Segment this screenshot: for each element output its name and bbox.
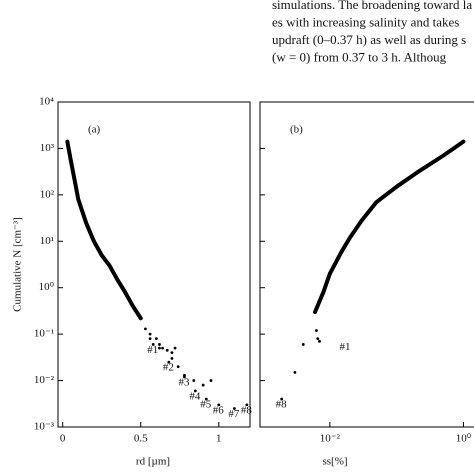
data-point <box>318 339 321 343</box>
x-tick-label: 10⁰ <box>456 433 472 445</box>
data-point <box>139 316 143 320</box>
x-axis-label: rd [µm] <box>136 456 170 468</box>
data-point <box>301 343 305 346</box>
x-tick-label: 1 <box>216 433 222 445</box>
series-label: #8 <box>241 404 253 416</box>
data-point <box>144 327 147 331</box>
data-point <box>201 383 205 387</box>
x-tick-label: 10⁻² <box>320 433 341 445</box>
plot-frame <box>57 101 251 428</box>
panel-label: (a) <box>88 124 101 136</box>
data-line <box>65 139 143 321</box>
data-point <box>183 373 186 377</box>
data-point <box>151 343 155 346</box>
data-point <box>167 360 171 364</box>
data-point <box>280 397 284 401</box>
x-axis-label: ss[%] <box>322 456 347 468</box>
data-point <box>313 310 317 314</box>
data-point <box>148 337 152 341</box>
paper-text: updraft (0–0.37 h) as well as during s <box>272 32 466 47</box>
data-point <box>245 403 249 407</box>
series-label: #6 <box>213 404 225 416</box>
paper-text: simulations. The broadening toward la <box>272 0 472 12</box>
series-label: #4 <box>189 390 201 402</box>
data-point <box>170 357 174 360</box>
y-tick-label: 10⁰ <box>39 281 55 293</box>
data-point <box>170 351 174 355</box>
y-tick-label: 10⁴ <box>39 96 54 108</box>
data-point <box>192 379 196 382</box>
data-point <box>165 348 169 352</box>
y-tick-label: 10² <box>40 188 55 200</box>
data-point <box>173 346 177 350</box>
paper-text: es with increasing salinity and takes <box>272 14 459 29</box>
series-label: #3 <box>178 376 190 388</box>
y-tick-label: 10³ <box>40 142 55 154</box>
data-line <box>313 139 466 314</box>
series-label: #1 <box>339 341 350 353</box>
data-point <box>232 407 236 410</box>
data-point <box>315 329 318 332</box>
data-point <box>161 346 164 350</box>
y-tick-label: 10¹ <box>40 235 54 247</box>
panel: 10⁻² 10⁰ (b) ss[%] #1 #8 <box>259 101 474 468</box>
data-point <box>158 346 161 350</box>
x-tick-label: 0.5 <box>134 433 148 445</box>
x-tick-label: 0 <box>60 433 66 445</box>
data-point <box>217 403 221 407</box>
series-label: #2 <box>163 362 174 374</box>
series-label: #1 <box>147 344 158 356</box>
y-tick-label: 10⁻² <box>34 374 55 386</box>
panel-label: (b) <box>290 124 303 136</box>
data-point <box>154 337 158 341</box>
data-point <box>158 343 161 346</box>
data-point <box>316 337 320 341</box>
panel: 10⁻³ 10⁻² 10⁻¹ 10⁰ 10¹ 10² 10³ 10⁴ 0 0.5 1 (a) rd [µ… <box>12 96 253 468</box>
series-label: #7 <box>228 408 240 420</box>
plot-frame <box>259 101 474 428</box>
y-tick-label: 10⁻¹ <box>34 328 54 340</box>
series-label: #8 <box>276 399 288 411</box>
y-axis-label: Cumulative N [cm⁻³] <box>12 217 24 312</box>
data-point <box>193 389 197 393</box>
y-tick-label: 10⁻³ <box>34 421 55 433</box>
data-point <box>148 332 152 336</box>
data-point <box>293 370 297 374</box>
data-point <box>209 379 213 382</box>
paper-text: (w = 0) from 0.37 to 3 h. Althoug <box>272 49 447 64</box>
data-point <box>204 397 208 401</box>
series-label: #5 <box>200 399 212 411</box>
data-point <box>176 365 180 368</box>
